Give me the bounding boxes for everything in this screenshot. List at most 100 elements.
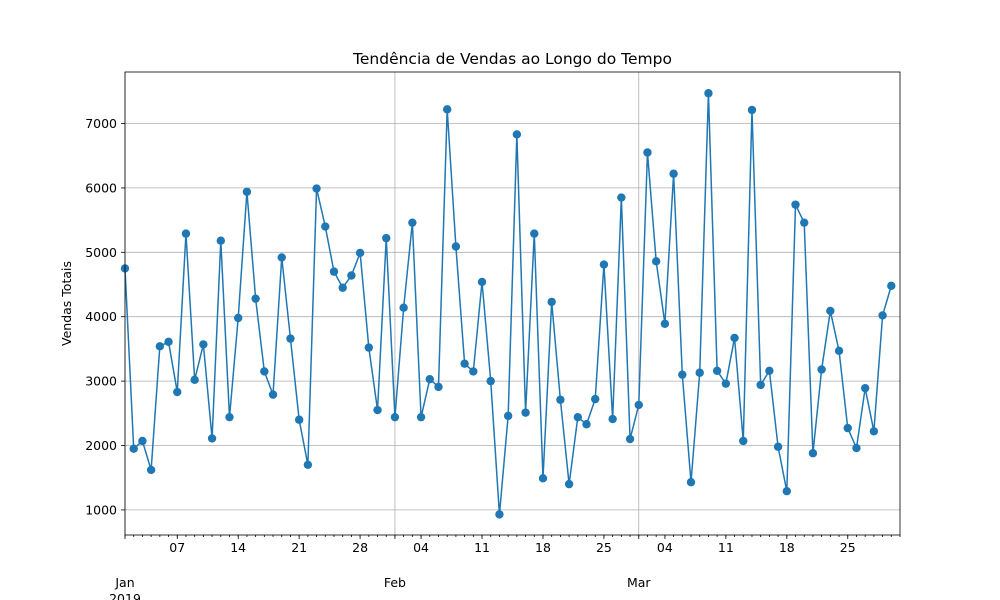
y-tick-label: 6000 [85, 180, 117, 195]
x-year-label: 2019 [109, 591, 141, 600]
data-point [399, 303, 408, 312]
data-point [878, 311, 887, 320]
data-point [503, 411, 513, 421]
data-point [355, 248, 365, 258]
data-point [460, 359, 469, 368]
data-point [451, 242, 461, 251]
data-point [869, 427, 879, 436]
data-point [286, 334, 295, 343]
data-point [695, 368, 704, 377]
data-point [434, 382, 443, 392]
data-point [268, 390, 278, 399]
series-layer [120, 89, 896, 519]
data-point [747, 105, 757, 115]
data-point [207, 434, 217, 443]
data-point [486, 376, 495, 386]
data-point [216, 236, 225, 245]
x-month-label: Mar [627, 575, 651, 590]
data-point [651, 257, 661, 266]
data-point [730, 333, 739, 343]
data-point [547, 297, 556, 307]
data-point [390, 412, 400, 422]
data-point [408, 218, 417, 227]
x-week-label: 04 [413, 540, 429, 555]
data-point [625, 434, 635, 444]
data-point [512, 130, 522, 139]
data-point [573, 412, 583, 422]
data-point [416, 412, 426, 422]
data-point [260, 367, 269, 376]
y-tick-label: 5000 [85, 245, 117, 260]
x-week-label: 11 [474, 540, 490, 555]
data-point [643, 148, 652, 157]
data-point [329, 267, 339, 276]
data-point [739, 436, 748, 446]
plot-area-frame [124, 71, 901, 536]
data-point [678, 370, 687, 379]
data-point [347, 271, 356, 280]
data-point [164, 337, 173, 347]
data-point [321, 222, 330, 231]
data-point [564, 479, 574, 489]
data-point [756, 380, 765, 390]
data-point [860, 383, 870, 393]
data-point [251, 294, 260, 303]
data-point [669, 169, 678, 178]
data-point [155, 342, 165, 351]
y-axis-label: Vendas Totais [59, 261, 74, 346]
grid-layer [124, 72, 900, 535]
data-point [800, 218, 809, 227]
data-point [469, 367, 478, 376]
data-point [138, 436, 147, 446]
y-tick-label: 1000 [85, 502, 117, 517]
data-point [303, 460, 313, 470]
data-point [181, 229, 191, 238]
data-point [808, 449, 818, 458]
data-point [826, 306, 835, 316]
x-week-label: 25 [840, 540, 856, 555]
data-point [442, 105, 452, 114]
data-point [617, 193, 626, 202]
data-point [608, 414, 617, 424]
data-point [834, 346, 844, 356]
data-point [660, 319, 670, 328]
data-point [591, 394, 600, 404]
data-point [765, 366, 774, 375]
data-point [721, 379, 731, 388]
x-month-label: Feb [384, 575, 406, 590]
x-week-label: 21 [291, 540, 307, 555]
data-point [817, 365, 826, 374]
data-point [146, 465, 156, 475]
data-point [477, 277, 487, 287]
data-point [495, 510, 504, 519]
data-point [599, 260, 609, 269]
data-point [373, 405, 382, 415]
data-point [382, 233, 391, 243]
data-point [791, 200, 800, 209]
data-point [199, 340, 208, 349]
x-week-label: 14 [230, 540, 246, 555]
data-point [556, 395, 565, 404]
x-week-label: 28 [352, 540, 368, 555]
data-point [225, 412, 234, 422]
x-week-label: 07 [169, 540, 185, 555]
data-point [294, 415, 304, 424]
data-point [364, 343, 374, 352]
x-month-label: Jan [114, 575, 134, 590]
data-point [312, 184, 321, 193]
data-point [425, 374, 434, 384]
data-point [277, 253, 286, 262]
data-point [521, 408, 530, 417]
x-week-label: 11 [718, 540, 734, 555]
data-point [712, 366, 722, 375]
data-point [530, 229, 539, 238]
data-point [582, 420, 591, 429]
data-point [234, 313, 243, 323]
data-point [538, 474, 548, 483]
data-point [129, 444, 138, 453]
data-point [782, 487, 791, 496]
data-point [242, 187, 252, 196]
data-point [634, 400, 643, 410]
